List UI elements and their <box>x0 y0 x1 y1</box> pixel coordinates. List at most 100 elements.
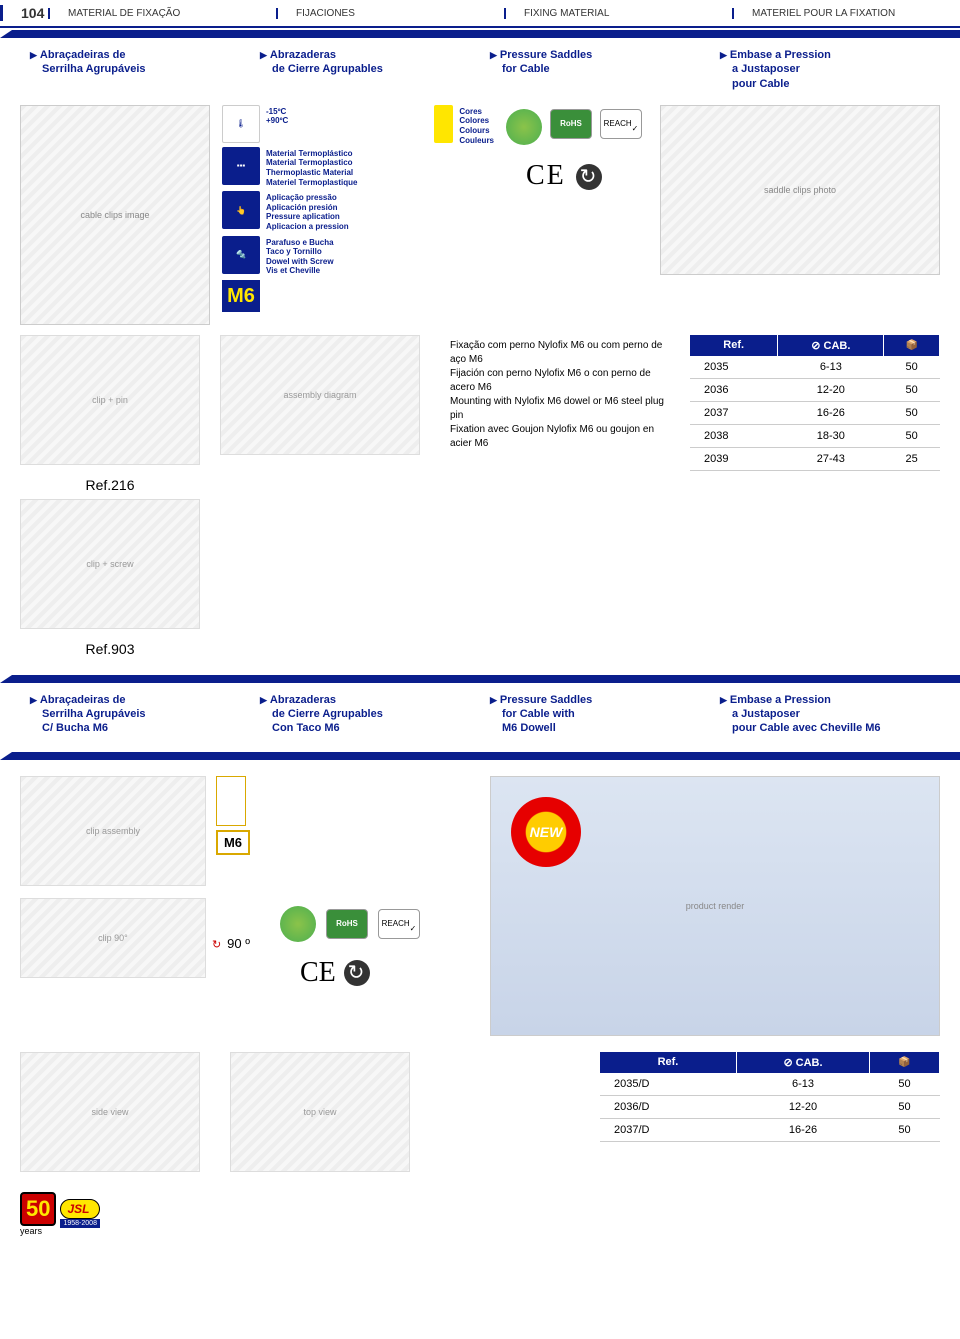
table-cell: 25 <box>884 447 940 470</box>
ce-mark: CE <box>526 160 566 191</box>
app3: Aplicacion a pression <box>266 222 422 232</box>
table-cell: 50 <box>884 378 940 401</box>
table-cell: 27-43 <box>778 447 884 470</box>
logo-years: years <box>20 1226 56 1236</box>
blue-divider <box>0 30 960 38</box>
s1c0l1: Serrilha Agrupáveis <box>30 62 240 76</box>
rohs-badge: RoHS <box>550 109 592 139</box>
bottom-table-col: Ref. CAB. 2035/D6-13502036/D12-20502037/… <box>600 1052 940 1142</box>
deg-text: 90 º <box>227 936 250 951</box>
product1-diagram: assembly diagram <box>220 335 420 455</box>
color-column: Cores Colores Colours Couleurs <box>434 105 494 325</box>
table-row: 2036/D12-2050 <box>600 1095 940 1118</box>
reach-text: REACH <box>604 119 632 128</box>
rohs-badge-2: RoHS <box>326 909 368 939</box>
th-qty <box>884 335 940 356</box>
app0: Aplicação pressão <box>266 193 422 203</box>
th2-qty <box>870 1052 940 1073</box>
lower-images-row: clip assembly M6 clip 90° ↻90 º RoHS REA… <box>0 760 960 1052</box>
footer-logo: 50 years JSL 1958-2008 <box>0 1172 960 1256</box>
blue-divider-2 <box>0 675 960 683</box>
color-swatch-icon <box>434 105 453 143</box>
logo-jsl: JSL <box>60 1199 99 1219</box>
p1d2: Mounting with Nylofix M6 dowel or M6 ste… <box>450 395 670 423</box>
section2-col-fr: ▶Embase a Pression a Justaposer pour Cab… <box>710 693 940 736</box>
lower-left-col: clip assembly M6 clip 90° ↻90 º <box>20 776 250 1036</box>
table-cell: 18-30 <box>778 424 884 447</box>
color-labels: Cores Colores Colours Couleurs <box>459 105 494 145</box>
table-cell: 16-26 <box>778 401 884 424</box>
recycle-icon <box>576 164 602 190</box>
s2c3l1: a Justaposer <box>720 707 930 721</box>
table-cell: 12-20 <box>778 378 884 401</box>
s1c2l0: Pressure Saddles <box>500 49 592 61</box>
reach-badge: REACH✓ <box>600 109 642 139</box>
mat0: Material Termoplástico <box>266 149 422 159</box>
scr1: Taco y Tornillo <box>266 247 422 257</box>
product1-table: Ref. CAB. 20356-1350203612-2050203716-26… <box>690 335 940 471</box>
cert-column: RoHS REACH✓ CE <box>506 105 648 325</box>
product1-tbody: 20356-1350203612-2050203716-2650203818-3… <box>690 356 940 471</box>
s2c0l1: Serrilha Agrupáveis <box>30 707 240 721</box>
table-row: 203716-2650 <box>690 401 940 424</box>
bottom-diagram-1: side view <box>20 1052 200 1172</box>
app1: Aplicación presión <box>266 203 422 213</box>
s2c2l2: M6 Dowell <box>490 721 700 735</box>
section2-col-pt: ▶Abraçadeiras de Serrilha Agrupáveis C/ … <box>20 693 250 736</box>
screw-spec: Parafuso e Bucha Taco y Tornillo Dowel w… <box>266 236 422 276</box>
s2c1l1: de Cierre Agrupables <box>260 707 470 721</box>
scr2: Dowel with Screw <box>266 257 422 267</box>
lower-m6-badge: M6 <box>216 830 250 855</box>
s2c2l1: for Cable with <box>490 707 700 721</box>
ce-mark-2: CE <box>300 957 336 988</box>
section1-col-en: ▶Pressure Saddles for Cable <box>480 48 710 91</box>
section1-titles: ▶Abraçadeiras de Serrilha Agrupáveis ▶Ab… <box>0 38 960 105</box>
section1-col-pt: ▶Abraçadeiras de Serrilha Agrupáveis <box>20 48 250 91</box>
app2: Pressure aplication <box>266 212 422 222</box>
col2: Colours <box>459 126 494 136</box>
s1c3l2: pour Cable <box>720 77 930 91</box>
th-ref: Ref. <box>690 335 778 356</box>
table-cell: 16-26 <box>736 1118 869 1141</box>
product1-img-bottom: clip + screw <box>20 499 200 629</box>
product-photo-1: saddle clips photo <box>660 105 940 275</box>
eco-icon <box>506 109 542 145</box>
table-cell: 50 <box>884 401 940 424</box>
temp-spec: -15ºC +90ºC <box>266 105 422 143</box>
p1d1: Fijación con perno Nylofix M6 o con pern… <box>450 367 670 395</box>
p1d0: Fixação com perno Nylofix M6 ou com pern… <box>450 339 670 367</box>
eco-icon-2 <box>280 906 316 942</box>
table-cell: 6-13 <box>736 1073 869 1096</box>
s2c3l0: Embase a Pression <box>730 694 831 706</box>
mat1: Material Termoplastico <box>266 158 422 168</box>
table-cell: 50 <box>870 1095 940 1118</box>
logo-year-range: 1958-2008 <box>60 1219 99 1228</box>
col3: Couleurs <box>459 136 494 146</box>
pressure-icon: 👆 <box>222 191 260 229</box>
s2c0l2: C/ Bucha M6 <box>30 721 240 735</box>
mat3: Materiel Termoplastique <box>266 178 422 188</box>
product2-tbody: 2035/D6-13502036/D12-20502037/D16-2650 <box>600 1073 940 1142</box>
material-icon: ▪▪▪ <box>222 147 260 185</box>
top-label-fr: MATERIEL POUR LA FIXATION <box>732 8 960 19</box>
table-cell: 2037 <box>690 401 778 424</box>
s1c1l0: Abrazaderas <box>270 49 336 61</box>
bottom-row: side view top view Ref. CAB. 2035/D6-135… <box>0 1052 960 1172</box>
specs-row: cable clips image 🌡 -15ºC +90ºC ▪▪▪ Mate… <box>0 105 960 325</box>
reach-badge-2: REACH✓ <box>378 909 420 939</box>
table-row: 203612-2050 <box>690 378 940 401</box>
table-row: 203927-4325 <box>690 447 940 470</box>
top-header-bar: 104 MATERIAL DE FIXAÇÃO FIJACIONES FIXIN… <box>0 0 960 28</box>
top-label-pt: MATERIAL DE FIXAÇÃO <box>48 8 276 19</box>
col0: Cores <box>459 107 494 117</box>
table-row: 203818-3050 <box>690 424 940 447</box>
product1-diagram-col: assembly diagram <box>220 335 420 455</box>
logo-50-num: 50 <box>20 1192 56 1226</box>
lower-img-1: clip assembly <box>20 776 206 886</box>
s2c0l0: Abraçadeiras de <box>40 694 126 706</box>
th2-ref: Ref. <box>600 1052 736 1073</box>
table-row: 2035/D6-1350 <box>600 1073 940 1096</box>
th2-cab: CAB. <box>736 1052 869 1073</box>
s2c2l0: Pressure Saddles <box>500 694 592 706</box>
section2-col-en: ▶Pressure Saddles for Cable with M6 Dowe… <box>480 693 710 736</box>
